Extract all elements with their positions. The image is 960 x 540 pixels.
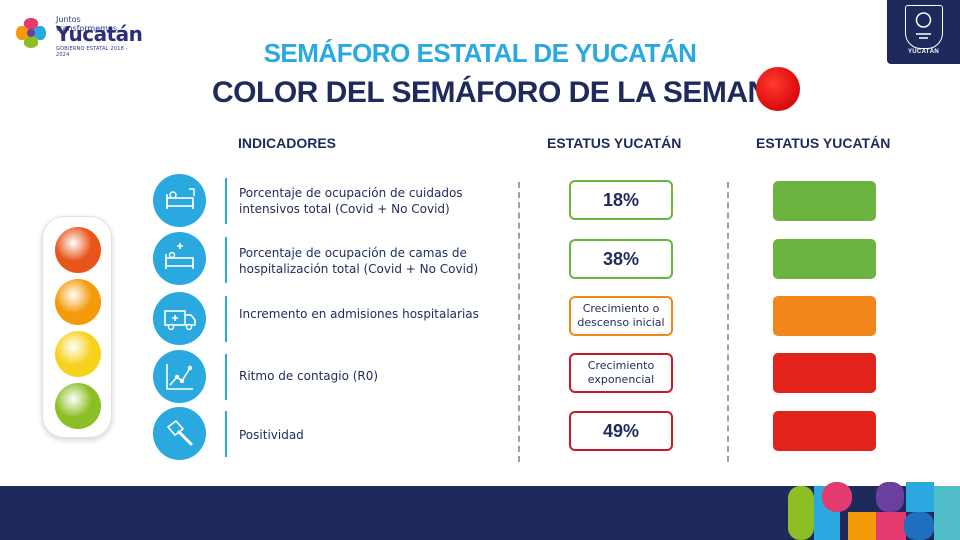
row-divider: [225, 354, 227, 400]
page-subtitle: COLOR DEL SEMÁFORO DE LA SEMANA: [212, 76, 790, 109]
status-color: [773, 353, 876, 393]
contagion-chart-icon: [153, 350, 206, 403]
shield-icon: [905, 5, 943, 49]
state-seal: YUCATÁN: [887, 0, 960, 64]
traffic-light: [42, 216, 112, 438]
status-value: 49%: [569, 411, 673, 451]
row-divider: [225, 296, 227, 342]
row-divider: [225, 237, 227, 283]
logo-name: Yucatán: [56, 22, 143, 46]
status-value: 18%: [569, 180, 673, 220]
logo-subtitle: GOBIERNO ESTATAL 2018 - 2024: [56, 46, 128, 58]
header-indicators: INDICADORES: [238, 135, 337, 151]
status-color: [773, 411, 876, 451]
header-status-color: ESTATUS YUCATÁN: [756, 135, 891, 151]
row-divider: [225, 178, 227, 224]
status-value: 38%: [569, 239, 673, 279]
column-divider: [727, 182, 729, 462]
page-title: SEMÁFORO ESTATAL DE YUCATÁN: [263, 38, 697, 68]
indicator-text: Incremento en admisiones hospitalarias: [239, 307, 479, 321]
status-value: Crecimiento exponencial: [569, 353, 673, 393]
traffic-light-yellow: [55, 331, 101, 377]
header-status-value: ESTATUS YUCATÁN: [547, 135, 682, 151]
ambulance-icon: [153, 292, 206, 345]
status-color: [773, 239, 876, 279]
test-swab-icon: [153, 407, 206, 460]
status-color: [773, 181, 876, 221]
yucatan-logo: Juntos transformemos Yucatán GOBIERNO ES…: [12, 12, 143, 58]
indicator-text: Ritmo de contagio (R0): [239, 369, 379, 383]
week-color-indicator: [756, 67, 800, 111]
column-divider: [518, 182, 520, 462]
seal-label: YUCATÁN: [908, 49, 939, 55]
traffic-light-red: [55, 227, 101, 273]
row-divider: [225, 411, 227, 457]
decorative-pattern: [788, 482, 960, 540]
status-color: [773, 296, 876, 336]
yucatan-logo-icon: [16, 18, 46, 48]
indicator-text: Porcentaje de ocupación de camas de hosp…: [239, 246, 479, 276]
hospital-bed-icon: [153, 232, 206, 285]
logo-tagline: Juntos transformemos: [56, 15, 117, 33]
indicator-text: Positividad: [239, 428, 304, 442]
status-value: Crecimiento o descenso inicial: [569, 296, 673, 336]
icu-bed-icon: [153, 174, 206, 227]
traffic-light-green: [55, 383, 101, 429]
traffic-light-orange: [55, 279, 101, 325]
indicator-text: Porcentaje de ocupación de cuidados inte…: [239, 186, 463, 216]
